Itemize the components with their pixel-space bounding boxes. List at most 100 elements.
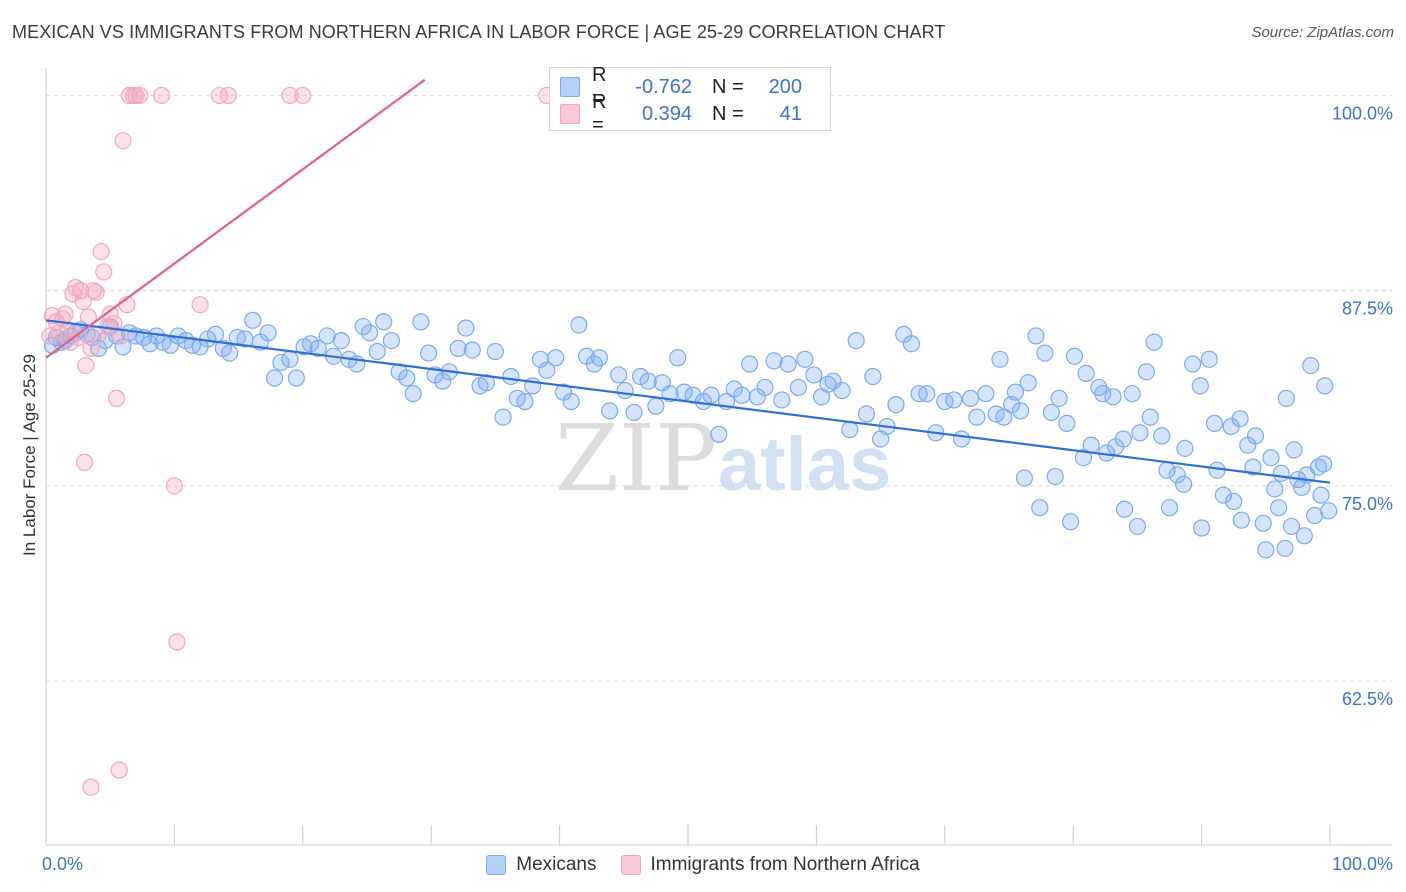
mexicans-point: [995, 408, 1013, 426]
mexicans-point: [1128, 517, 1147, 536]
immigrants-point: [165, 477, 183, 495]
immigrants-point: [110, 761, 128, 779]
mexicans-point: [354, 317, 372, 336]
mexicans-point: [259, 324, 277, 342]
mexicans-point: [1168, 466, 1186, 484]
immigrants-point: [41, 327, 59, 345]
y-tick-label: 75.0%: [1342, 494, 1393, 514]
scatter-points: [41, 86, 1338, 796]
mexicans-point: [486, 342, 504, 361]
mexicans-point: [756, 378, 774, 397]
mexicans-point: [1272, 464, 1290, 482]
mexicans-point: [1270, 499, 1288, 517]
mexicans-point: [281, 350, 299, 368]
mexicans-point: [945, 391, 963, 409]
immigrants-point: [69, 328, 87, 347]
y-tick-label: 87.5%: [1342, 299, 1393, 319]
mexicans-point: [412, 313, 430, 331]
mexicans-point: [625, 403, 643, 422]
mexicans-point: [887, 396, 905, 414]
mexicans-point: [864, 367, 882, 386]
mexicans-point: [360, 324, 379, 342]
mexicans-point: [538, 361, 556, 379]
mexicans-point: [375, 313, 393, 331]
mexicans-point: [382, 331, 400, 350]
watermark-zip: ZIP: [555, 405, 717, 512]
mexicans-point: [1027, 327, 1045, 345]
immigrants-point: [87, 283, 105, 301]
mexicans-point: [1141, 408, 1159, 426]
mexicans-point: [562, 392, 580, 411]
mexicans-point: [1214, 486, 1233, 504]
mexicans-point: [1302, 356, 1320, 375]
mexicans-point: [610, 366, 628, 384]
mexicans-point: [1160, 499, 1179, 517]
mexicans-point: [733, 386, 751, 404]
mexicans-point: [1282, 517, 1301, 536]
immigrants-point: [66, 278, 85, 297]
mexicans-point: [449, 339, 467, 358]
mexicans-point: [601, 402, 619, 420]
mexicans-point: [221, 344, 239, 362]
mexicans-point: [902, 335, 921, 353]
mexicans-point: [1246, 427, 1265, 445]
legend-label-mexicans: Mexicans: [516, 854, 597, 875]
mexicans-point: [765, 352, 783, 370]
immigrants-point: [191, 296, 209, 314]
mexicans-point: [1205, 414, 1224, 432]
mexicans-point: [710, 425, 728, 443]
mexicans-point: [590, 349, 609, 367]
mexicans-point: [773, 391, 791, 409]
mexicans-point: [272, 353, 290, 372]
mexicans-point: [918, 385, 936, 403]
immigrants-point: [108, 389, 126, 407]
chart-source: Source: ZipAtlas.com: [1251, 24, 1394, 41]
mexicans-point: [368, 342, 386, 361]
mexicans-point: [1015, 469, 1034, 487]
mexicans-point: [1262, 449, 1280, 467]
tick-labels: 100.0% 87.5% 75.0% 62.5% 0.0% 100.0%: [42, 103, 1393, 874]
mexicans-point: [857, 405, 876, 423]
mexicans-point: [1137, 363, 1155, 381]
immigrants-point: [77, 356, 95, 375]
mexicans-point: [1050, 389, 1068, 407]
immigrants-point: [84, 282, 103, 300]
immigrants-point: [82, 339, 100, 358]
mexicans-point: [547, 349, 565, 367]
mexicans-point: [1158, 461, 1176, 479]
mexicans-point: [494, 408, 512, 426]
stats-n-value: 41: [779, 102, 802, 125]
mexicans-point: [404, 385, 422, 403]
mexicans-point: [702, 386, 720, 404]
legend-item-immigrants[interactable]: Immigrants from Northern Africa: [620, 854, 920, 876]
mexicans-point: [796, 350, 814, 368]
mexicans-point: [789, 378, 808, 397]
mexicans-point: [1153, 427, 1171, 445]
mexicans-point: [570, 316, 588, 334]
mexicans-point: [1036, 344, 1054, 362]
mexicans-point: [1131, 424, 1149, 442]
y-axis-title: In Labor Force | Age 25-29: [20, 354, 39, 556]
stats-r-label: R =: [592, 64, 607, 109]
mexicans-point: [1244, 458, 1262, 476]
immigrants-point: [168, 633, 186, 651]
mexicans-point: [1277, 389, 1295, 407]
mexicans-point: [847, 331, 865, 350]
legend-item-mexicans[interactable]: Mexicans: [486, 854, 597, 876]
legend-swatch-mexicans: [486, 855, 507, 875]
mexicans-point: [244, 311, 262, 329]
mexicans-point: [841, 421, 859, 439]
mexicans-point: [1176, 439, 1194, 457]
axes: [45, 68, 1392, 846]
stats-r-label: R =: [592, 91, 607, 136]
mexicans-point: [287, 369, 305, 387]
mexicans-point: [114, 338, 132, 356]
mexicans-point: [434, 372, 452, 390]
mexicans-point: [779, 355, 797, 373]
mexicans-point: [819, 375, 837, 393]
immigrants-point: [56, 305, 74, 323]
mexicans-point: [639, 372, 657, 390]
mexicans-point: [952, 430, 971, 448]
mexicans-point: [1074, 449, 1093, 467]
